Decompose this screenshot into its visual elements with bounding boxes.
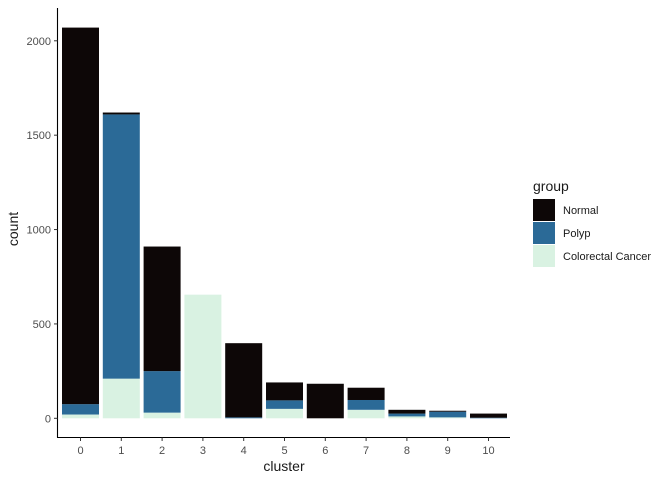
x-tick-label: 4 bbox=[241, 445, 247, 457]
bar-cluster-2-polyp bbox=[143, 371, 181, 413]
legend-key-colorectal-cancer bbox=[533, 245, 555, 267]
bar-cluster-0-colorectal-cancer bbox=[62, 414, 99, 419]
bar-cluster-3-colorectal-cancer bbox=[184, 294, 222, 419]
x-tick-label: 5 bbox=[281, 445, 287, 457]
bar-cluster-5-normal bbox=[266, 382, 303, 401]
x-tick-label: 8 bbox=[404, 445, 410, 457]
y-tick-label: 500 bbox=[33, 319, 51, 331]
legend: group Normal Polyp Colorectal Cancer bbox=[533, 178, 651, 267]
bar-cluster-9-colorectal-cancer bbox=[429, 417, 467, 419]
bar-cluster-9-normal bbox=[429, 410, 467, 412]
x-tick-label: 9 bbox=[445, 445, 451, 457]
bars-layer bbox=[62, 27, 507, 419]
bar-cluster-10-normal bbox=[470, 413, 507, 418]
bar-cluster-1-colorectal-cancer bbox=[102, 378, 140, 419]
y-tick-label: 0 bbox=[45, 413, 51, 425]
bar-cluster-8-colorectal-cancer bbox=[388, 416, 426, 419]
bar-cluster-2-normal bbox=[143, 246, 181, 372]
bar-cluster-4-normal bbox=[225, 343, 263, 418]
bar-cluster-0-normal bbox=[62, 27, 99, 405]
x-tick-label: 0 bbox=[77, 445, 83, 457]
bar-cluster-10-polyp bbox=[470, 417, 507, 419]
x-tick-label: 10 bbox=[482, 445, 494, 457]
x-tick-label: 3 bbox=[200, 445, 206, 457]
y-tick-label: 1500 bbox=[27, 130, 51, 142]
x-tick-label: 6 bbox=[322, 445, 328, 457]
y-axis-title: count bbox=[5, 212, 21, 246]
bar-cluster-8-normal bbox=[388, 409, 426, 414]
legend-title: group bbox=[533, 178, 569, 194]
y-tick-label: 2000 bbox=[27, 36, 51, 48]
x-tick-label: 1 bbox=[118, 445, 124, 457]
bar-cluster-8-polyp bbox=[388, 413, 426, 417]
bar-cluster-5-colorectal-cancer bbox=[266, 408, 303, 419]
legend-label-polyp: Polyp bbox=[563, 228, 591, 240]
x-axis-ticks: 0 1 2 3 4 5 6 7 8 9 10 bbox=[77, 437, 495, 457]
y-axis-ticks: 0 500 1000 1500 2000 bbox=[27, 36, 58, 425]
bar-cluster-5-polyp bbox=[266, 400, 303, 409]
bar-cluster-7-polyp bbox=[347, 399, 385, 410]
bar-cluster-2-colorectal-cancer bbox=[143, 412, 181, 419]
legend-key-normal bbox=[533, 199, 555, 221]
bar-cluster-7-colorectal-cancer bbox=[347, 409, 385, 419]
bar-cluster-0-polyp bbox=[62, 404, 99, 415]
bar-cluster-6-normal bbox=[306, 383, 344, 419]
legend-label-normal: Normal bbox=[563, 205, 598, 217]
y-tick-label: 1000 bbox=[27, 225, 51, 237]
legend-key-polyp bbox=[533, 222, 555, 244]
bar-cluster-4-polyp bbox=[225, 417, 263, 419]
x-tick-label: 7 bbox=[363, 445, 369, 457]
legend-label-colorectal-cancer: Colorectal Cancer bbox=[563, 251, 651, 263]
x-tick-label: 2 bbox=[159, 445, 165, 457]
bar-cluster-1-polyp bbox=[102, 114, 140, 379]
x-axis-title: cluster bbox=[263, 458, 305, 474]
bar-cluster-1-normal bbox=[102, 112, 140, 115]
bar-cluster-9-polyp bbox=[429, 411, 467, 418]
bar-cluster-7-normal bbox=[347, 387, 385, 400]
